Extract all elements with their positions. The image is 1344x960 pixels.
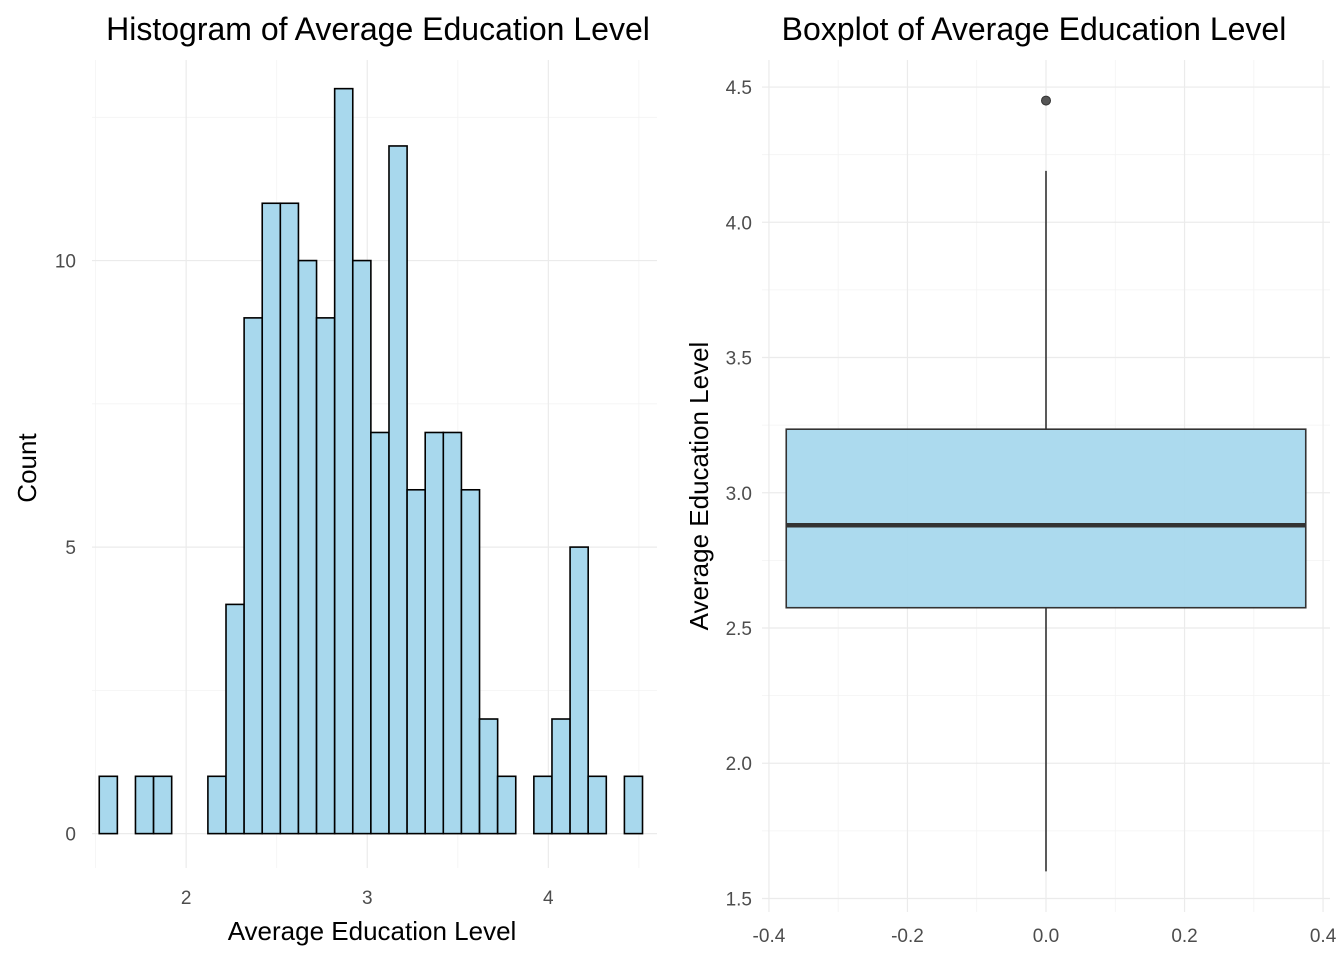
boxplot-x-ticks: -0.4 -0.2 0.0 0.2 0.4	[753, 926, 1337, 947]
boxplot-y-tick-label: 3.5	[726, 349, 752, 370]
histogram-panel: Histogram of Average Education Level 0 5 1…	[12, 11, 657, 946]
boxplot-title: Boxplot of Average Education Level	[782, 11, 1287, 47]
boxplot-y-tick-label: 4.0	[726, 213, 752, 234]
histogram-bar	[388, 145, 408, 835]
boxplot-y-axis-title: Average Education Level	[684, 342, 714, 631]
boxplot-x-tick-label: 0.2	[1171, 926, 1197, 947]
histogram-bar	[442, 431, 463, 835]
histogram-bar	[406, 488, 427, 835]
boxplot-y-tick-label: 4.5	[726, 78, 752, 99]
boxplot-outlier-point	[1041, 95, 1051, 106]
histogram-bar	[152, 775, 173, 835]
histogram-bar	[370, 431, 390, 835]
boxplot-y-tick-label: 2.0	[726, 754, 752, 775]
boxplot-panel: Boxplot of Average Education Level 1.5 2.…	[684, 11, 1337, 947]
histogram-bar	[297, 259, 318, 835]
histogram-y-tick-label: 0	[65, 825, 76, 846]
boxplot-marks	[785, 95, 1307, 872]
histogram-bar	[315, 317, 336, 835]
boxplot-x-tick-label: 0.0	[1033, 926, 1059, 947]
histogram-bar	[243, 317, 264, 835]
histogram-bar	[134, 775, 155, 835]
histogram-x-tick-label: 4	[543, 888, 554, 909]
histogram-bar	[279, 202, 300, 835]
histogram-bar	[261, 202, 282, 835]
histogram-bars	[98, 87, 644, 835]
histogram-bar	[207, 775, 227, 835]
histogram-bar	[478, 718, 499, 835]
histogram-y-ticks: 0 5 10	[55, 252, 76, 846]
histogram-bar	[225, 603, 245, 835]
histogram-bar	[424, 431, 445, 835]
histogram-y-tick-label: 5	[65, 538, 76, 559]
histogram-x-tick-label: 3	[362, 888, 373, 909]
histogram-x-ticks: 2 3 4	[181, 888, 554, 909]
histogram-bar	[569, 546, 589, 835]
histogram-bar	[98, 775, 119, 835]
boxplot-y-tick-label: 3.0	[726, 484, 752, 505]
histogram-bar	[533, 775, 553, 835]
boxplot-x-tick-label: 0.4	[1310, 926, 1337, 947]
histogram-bar	[623, 775, 644, 835]
histogram-bar	[496, 775, 517, 835]
histogram-bar	[460, 488, 481, 835]
boxplot-x-tick-label: -0.4	[753, 926, 786, 947]
boxplot-y-tick-label: 2.5	[726, 619, 752, 640]
boxplot-y-ticks: 1.5 2.0 2.5 3.0 3.5 4.0 4.5	[726, 78, 752, 910]
histogram-x-tick-label: 2	[181, 888, 192, 909]
histogram-y-tick-label: 10	[55, 252, 76, 273]
histogram-y-axis-title: Count	[12, 433, 42, 503]
histogram-bar	[551, 718, 571, 835]
histogram-title: Histogram of Average Education Level	[106, 11, 650, 47]
boxplot-box	[785, 428, 1307, 609]
histogram-bar	[587, 775, 608, 835]
histogram-x-axis-title: Average Education Level	[228, 916, 517, 946]
boxplot-x-tick-label: -0.2	[891, 926, 924, 947]
boxplot-y-tick-label: 1.5	[726, 889, 752, 910]
histogram-bar	[333, 87, 354, 835]
histogram-bar	[351, 259, 372, 835]
